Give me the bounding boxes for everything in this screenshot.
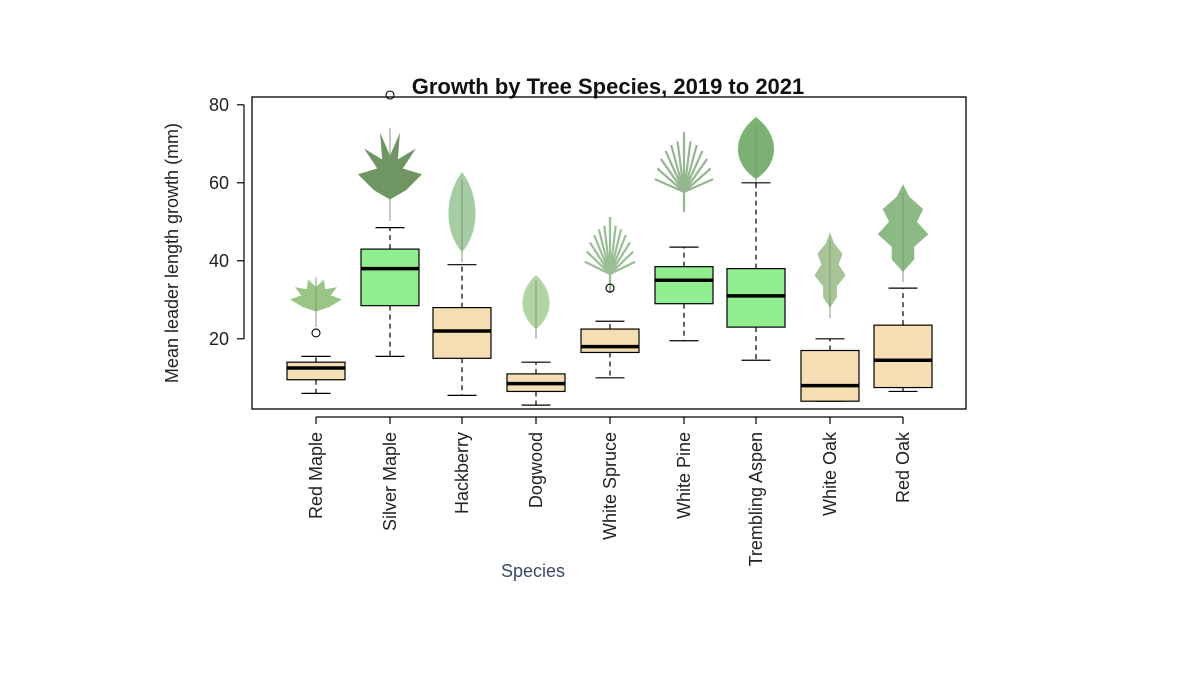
box-trembling-aspen	[726, 182, 786, 361]
maple-leaf-icon	[290, 277, 342, 327]
box-white-oak	[800, 338, 860, 402]
silver-maple-leaf-icon	[358, 128, 422, 221]
box-white-pine	[654, 246, 714, 342]
x-tick-label: Hackberry	[452, 432, 472, 514]
iqr-box	[360, 248, 420, 307]
box-hackberry	[432, 264, 492, 396]
y-tick-label: 80	[209, 95, 229, 115]
x-tick-label: Red Maple	[306, 432, 326, 519]
outlier-point	[311, 328, 321, 338]
hackberry-leaf-icon	[448, 172, 476, 262]
x-tick-label: White Oak	[820, 431, 840, 516]
box-series	[286, 90, 933, 406]
pine-needles-icon-shape	[654, 132, 714, 212]
spruce-branch-icon	[584, 217, 636, 293]
y-tick-label: 40	[209, 251, 229, 271]
aspen-leaf-icon	[738, 117, 774, 189]
y-axis: 20 40 60 80	[209, 95, 245, 349]
outlier-point	[385, 90, 395, 100]
iqr-box	[800, 349, 860, 402]
x-axis-label: Species	[501, 561, 565, 581]
x-tick-label: Silver Maple	[380, 432, 400, 531]
x-tick-label: Trembling Aspen	[746, 432, 766, 566]
x-tick-label: White Pine	[674, 432, 694, 519]
chart-title: Growth by Tree Species, 2019 to 2021	[412, 74, 805, 99]
x-tick-label: Dogwood	[526, 432, 546, 508]
box-white-spruce	[580, 283, 640, 379]
dogwood-leaf-icon	[522, 275, 550, 339]
box-red-oak	[873, 287, 933, 393]
outlier-point	[605, 283, 615, 293]
y-axis-label: Mean leader length growth (mm)	[162, 123, 182, 383]
iqr-box	[286, 361, 346, 381]
box-dogwood	[506, 361, 566, 406]
white-oak-leaf-icon	[814, 232, 846, 318]
x-axis-tick-labels: Red Maple Silver Maple Hackberry Dogwood Whi…	[306, 416, 913, 566]
pine-needles-icon	[654, 132, 714, 212]
iqr-box	[873, 324, 933, 389]
y-tick-label: 20	[209, 329, 229, 349]
box-silver-maple	[360, 90, 420, 357]
y-tick-label: 60	[209, 173, 229, 193]
red-oak-leaf-icon	[877, 184, 929, 282]
spruce-branch-icon-shape	[584, 217, 636, 293]
iqr-box	[654, 266, 714, 305]
iqr-box	[726, 268, 786, 328]
x-tick-label: Red Oak	[893, 431, 913, 503]
iqr-box	[432, 307, 492, 359]
leaf-illustrations	[290, 117, 929, 339]
iqr-box	[580, 328, 640, 354]
box-red-maple	[286, 328, 346, 394]
x-tick-label: White Spruce	[600, 432, 620, 540]
plot-frame	[251, 96, 967, 410]
